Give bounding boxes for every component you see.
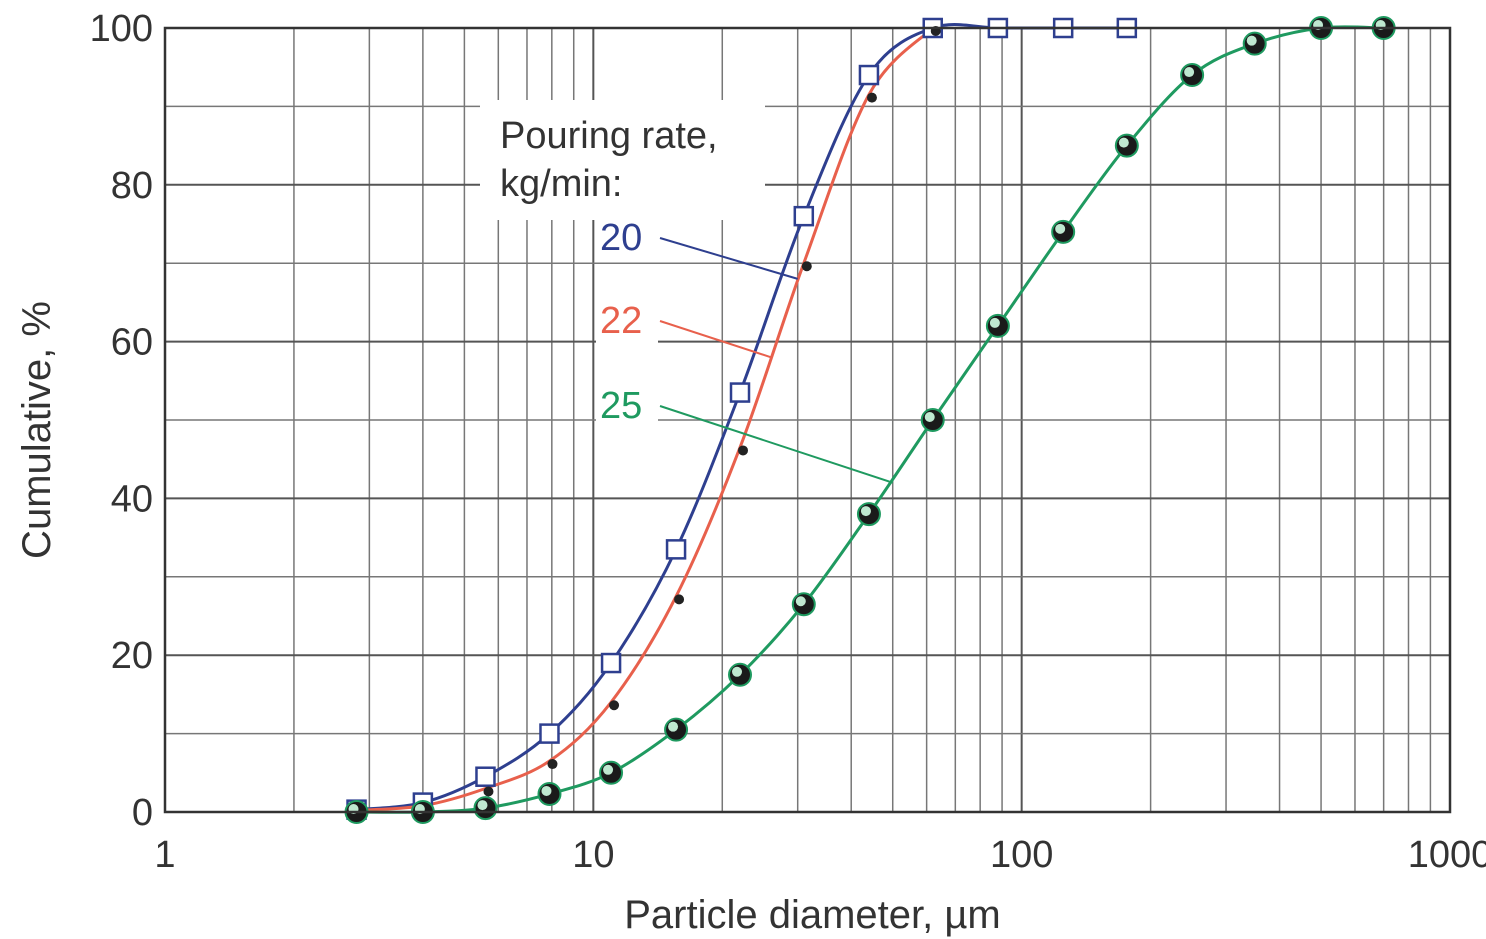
marker-22 (801, 261, 812, 272)
series-label-bg (596, 299, 658, 343)
series-label-bg (596, 384, 658, 428)
x-tick-label: 100 (990, 834, 1053, 876)
marker-highlight (668, 721, 679, 732)
marker-highlight (860, 506, 871, 517)
legend-leader-lines (659, 237, 894, 484)
y-axis-title: Cumulative, % (15, 301, 59, 559)
legend-title-line-2: kg/min: (500, 163, 622, 205)
leader-line-20 (659, 237, 798, 280)
series-markers (344, 16, 1396, 824)
series-labels: 20 22 25 (596, 216, 658, 428)
marker-20 (665, 539, 687, 560)
marker-highlight (477, 800, 488, 811)
legend-title-line-1: Pouring rate, (500, 115, 718, 157)
legend: Pouring rate, kg/min: (480, 100, 765, 220)
marker-highlight (795, 596, 806, 607)
series-label-25: 25 (600, 385, 642, 427)
y-tick-label: 60 (111, 322, 153, 364)
marker-highlight (732, 666, 743, 677)
y-tick-label: 0 (132, 792, 153, 834)
marker-22 (866, 92, 877, 103)
marker-20 (475, 766, 496, 787)
marker-22 (547, 759, 558, 770)
marker-22 (609, 700, 620, 711)
leader-line-25 (659, 405, 894, 484)
y-tick-label: 20 (111, 635, 153, 677)
marker-highlight (603, 764, 614, 775)
plot-grid (165, 28, 1450, 812)
marker-highlight (1055, 223, 1066, 234)
x-tick-label: 1000 (1408, 834, 1486, 876)
y-tick-label: 40 (111, 478, 153, 520)
x-tick-label: 10 (572, 834, 614, 876)
marker-20 (600, 652, 622, 674)
marker-22 (674, 594, 685, 605)
marker-20 (539, 723, 560, 744)
tick-labels: 1 10 100 1000 0 20 40 60 80 100 (90, 8, 1486, 876)
leader-line-22 (659, 320, 772, 359)
marker-highlight (1246, 35, 1257, 46)
marker-20 (793, 205, 815, 227)
marker-20 (729, 382, 751, 403)
x-tick-label: 1 (154, 834, 175, 876)
marker-22 (738, 445, 749, 456)
series-label-20: 20 (600, 217, 642, 259)
marker-highlight (924, 412, 935, 422)
series-label-22: 22 (600, 300, 642, 342)
marker-highlight (989, 317, 1000, 328)
marker-20 (858, 64, 880, 86)
marker-22 (483, 786, 494, 797)
plot-frame (163, 26, 1452, 814)
x-axis-title: Particle diameter, µm (624, 893, 1001, 937)
marker-highlight (1184, 67, 1195, 78)
marker-highlight (1118, 137, 1129, 148)
marker-highlight (541, 785, 552, 796)
legend-background (480, 100, 765, 220)
y-tick-label: 80 (111, 165, 153, 207)
y-tick-label: 100 (90, 8, 153, 50)
plot-border (163, 26, 1452, 814)
series-label-bg (596, 216, 658, 260)
